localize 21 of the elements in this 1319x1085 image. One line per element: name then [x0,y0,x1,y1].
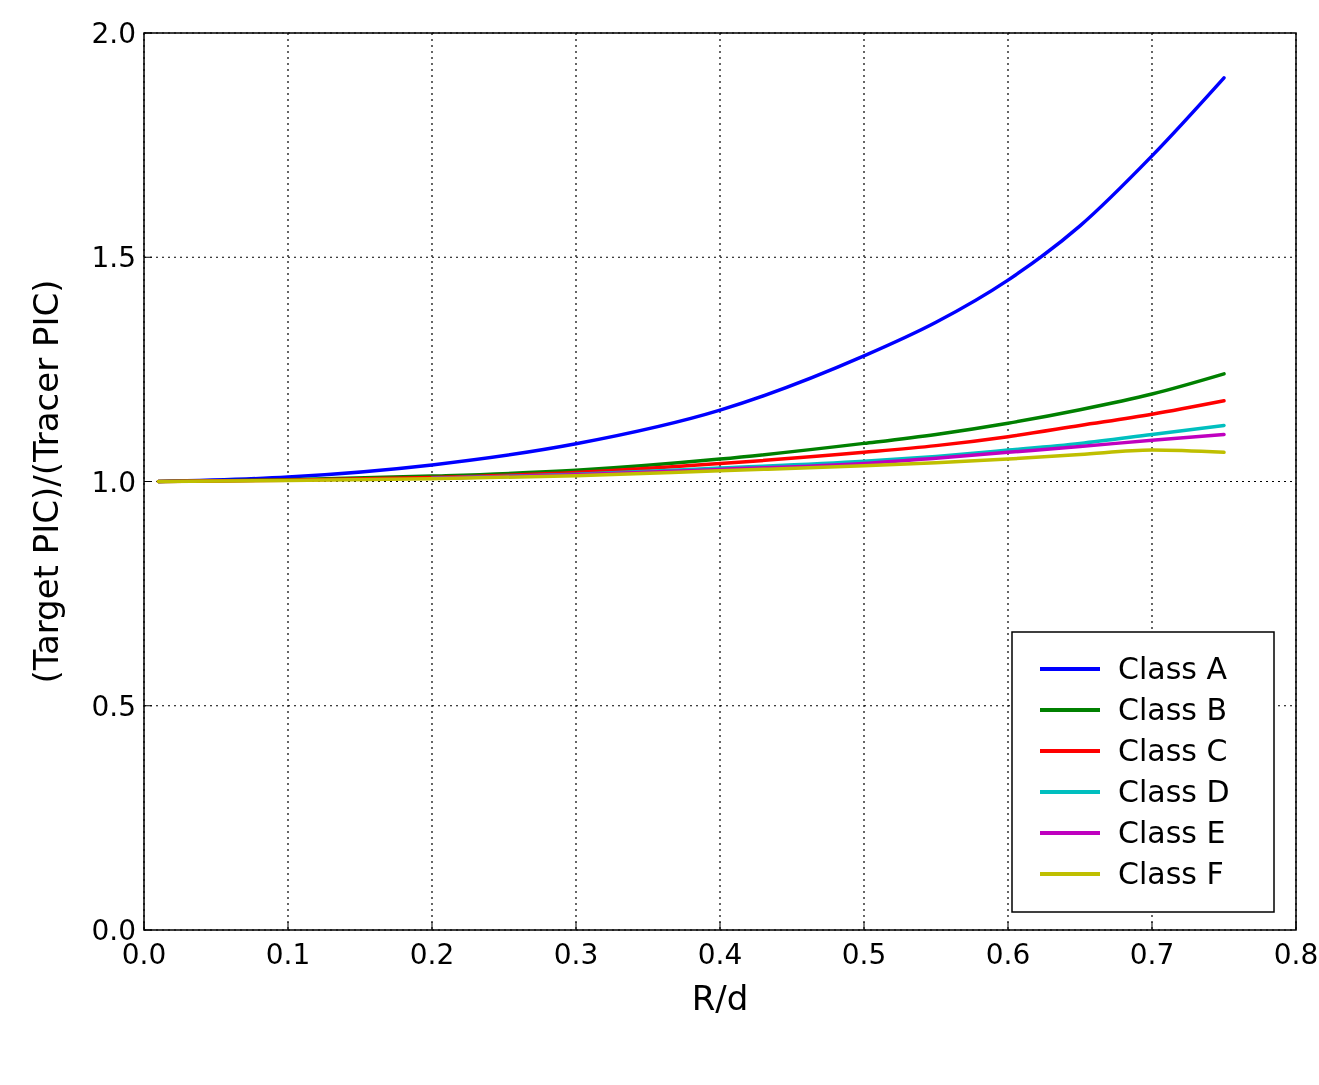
y-tick-label: 2.0 [91,17,136,50]
x-axis-title: R/d [691,978,749,1018]
x-tick-label: 0.1 [265,938,311,971]
x-tick-label: 0.8 [1273,938,1319,971]
legend-label: Class C [1118,733,1228,768]
legend-label: Class D [1118,774,1230,809]
x-tick-label: 0.6 [985,938,1031,971]
x-tick-label: 0.7 [1129,938,1175,971]
legend-label: Class F [1118,856,1224,891]
line-series [156,448,1226,484]
x-tick-label: 0.3 [553,938,599,971]
y-tick-label: 1.0 [91,465,136,499]
y-tick-label: 0.5 [91,689,136,723]
x-tick-label: 0.4 [697,938,743,971]
legend-label: Class B [1118,692,1228,727]
y-tick-label: 1.5 [91,241,136,275]
x-tick-label: 0.5 [841,938,887,971]
legend-label: Class E [1118,815,1226,850]
x-tick-label: 0.2 [409,938,455,971]
legend-label: Class A [1118,651,1228,686]
y-axis-title: (Target PIC)/(Tracer PIC) [26,279,66,684]
